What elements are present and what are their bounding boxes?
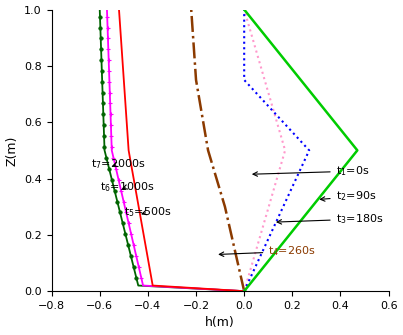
Text: t$_2$=90s: t$_2$=90s — [320, 190, 376, 203]
Text: t$_7$=2000s: t$_7$=2000s — [91, 157, 145, 171]
Text: t$_1$=0s: t$_1$=0s — [253, 164, 369, 178]
Text: t$_3$=180s: t$_3$=180s — [277, 212, 383, 226]
Text: t$_5$=500s: t$_5$=500s — [125, 205, 172, 219]
Y-axis label: Z(m): Z(m) — [6, 135, 19, 165]
X-axis label: h(m): h(m) — [205, 317, 235, 329]
Text: t$_6$=1000s: t$_6$=1000s — [100, 180, 155, 194]
Text: t$_4$=260s: t$_4$=260s — [219, 245, 316, 258]
